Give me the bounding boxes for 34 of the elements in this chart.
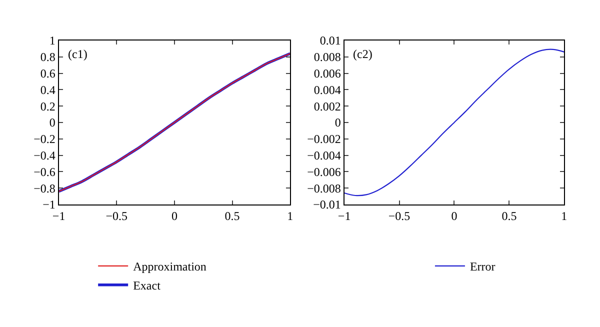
x-tick-label: 0 (451, 208, 458, 223)
x-tick-label: 0.5 (502, 208, 517, 223)
y-tick-label: −0.4 (34, 148, 56, 162)
y-tick-label: 0.6 (40, 66, 56, 80)
y-tick-label: −0.004 (307, 148, 341, 162)
y-tick-label: 0.006 (314, 66, 341, 80)
y-tick-label: −0.008 (307, 181, 341, 196)
y-tick-label: −0.006 (307, 164, 341, 179)
legend-label: Exact (133, 278, 162, 293)
annotation: (c1) (68, 47, 88, 61)
x-tick-label: 0.5 (224, 208, 240, 223)
y-tick-label: 0.01 (320, 34, 341, 48)
y-tick-label: 0 (49, 116, 56, 130)
x-tick-label: 1 (561, 208, 568, 223)
x-tick-label: 0 (171, 208, 178, 223)
y-tick-label: −1 (42, 198, 56, 212)
y-tick-label: 0.8 (40, 50, 56, 64)
y-tick-label: 1 (49, 34, 56, 48)
x-tick-label: −0.5 (106, 208, 128, 223)
x-tick-label: −0.5 (388, 208, 410, 223)
y-tick-label: 0.4 (40, 82, 56, 97)
y-tick-label: 0 (334, 116, 341, 130)
y-tick-label: −0.8 (34, 181, 56, 196)
x-tick-label: 1 (287, 208, 294, 223)
annotation: (c2) (353, 47, 372, 61)
legend-label: Error (470, 260, 496, 274)
legend-label: Approximation (133, 260, 206, 274)
y-tick-label: −0.2 (34, 132, 56, 146)
y-tick-label: 0.008 (314, 50, 341, 64)
y-tick-label: 0.002 (314, 99, 341, 114)
y-tick-label: −0.002 (307, 132, 341, 146)
y-tick-label: 0.2 (40, 99, 56, 114)
y-tick-label: −0.6 (34, 164, 56, 179)
y-tick-label: 0.004 (314, 82, 341, 97)
